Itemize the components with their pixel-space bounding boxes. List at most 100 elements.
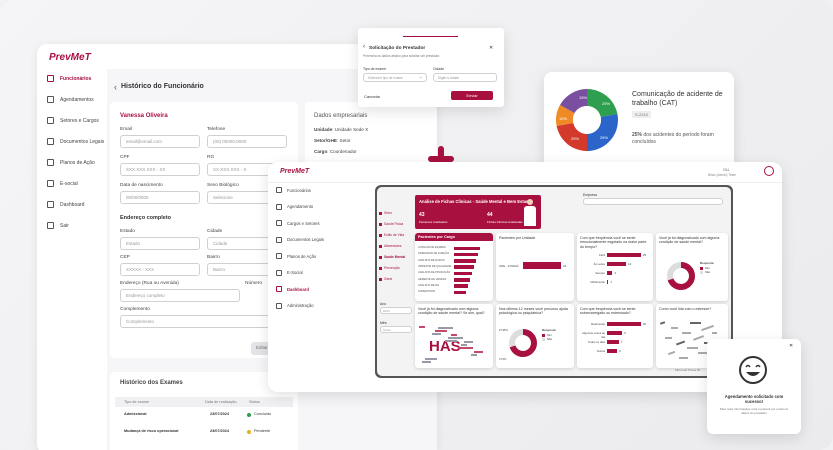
dash-sidebar-label: Dashboard: [287, 286, 309, 292]
modal-close-icon[interactable]: ✕: [489, 45, 494, 51]
dash-sidebar-item-3[interactable]: Documentos Legais: [276, 236, 324, 243]
dash-sidebar-item-1[interactable]: Agendamento: [276, 203, 313, 210]
modal-city-field[interactable]: Digite a cidade: [433, 73, 497, 82]
word-cloud-word: [461, 344, 467, 346]
dash-sidebar-icon: [276, 286, 282, 292]
city-label: Cidade: [207, 229, 223, 234]
exam-date: 23/07/2024: [210, 412, 230, 416]
sidebar-item-2[interactable]: Setores e Cargos: [47, 117, 105, 124]
back-arrow-icon[interactable]: ‹: [114, 82, 117, 92]
dash-sidebar-item-5[interactable]: E-Social: [276, 269, 303, 276]
cpf-label: CPF: [120, 155, 130, 160]
sidebar-item-5[interactable]: E-social: [47, 180, 105, 187]
modal-city-label: Cidade: [433, 67, 445, 71]
donut-segment-purple: [560, 89, 587, 113]
toast-close-icon[interactable]: ✕: [789, 343, 794, 349]
sidebar-item-3[interactable]: Documentos Legais: [47, 138, 105, 145]
street-field[interactable]: Endereço completo: [120, 289, 240, 302]
word-cloud-word: [712, 332, 717, 334]
dashboard-card-0: Pacientes por Cargo AUXILIAR DE EXAMES OPE…: [415, 233, 493, 301]
banner-title: Análise de Fichas Clínicas - Saúde Menta…: [419, 199, 528, 204]
sidebar-item-label: Funcionários: [60, 75, 92, 82]
modal-back-icon[interactable]: ‹: [363, 44, 365, 50]
dash-sidebar-label: E-Social: [287, 270, 303, 275]
sidebar-item-7[interactable]: Sair: [47, 222, 105, 229]
provider-request-modal: ‹ Solicitação do Prestador ✕ Preencha os…: [358, 28, 504, 107]
month-label: Mês: [380, 321, 387, 325]
inner-nav-label: Saúde Física: [384, 222, 404, 226]
row-value: 14: [628, 262, 632, 266]
exam-type-select[interactable]: Selecione tipo de exame: [363, 73, 427, 82]
user-subtitle: Brian (Admin) Teste: [708, 173, 736, 177]
dashboard-card-5: Nos últimos 12 meses você procurou ajuda…: [496, 304, 574, 368]
cpf-field[interactable]: XXX.XXX.XXX - XX: [120, 163, 200, 176]
donut-pct-b: 72.5%: [499, 358, 507, 361]
row-label: Fácil: [599, 253, 605, 257]
complement-field[interactable]: Complemento: [120, 315, 285, 328]
row-bar: [607, 331, 623, 335]
exam-type-label: Tipo de exame: [363, 67, 387, 71]
modal-submit-button[interactable]: Enviar: [451, 91, 493, 100]
month-select[interactable]: Todos: [380, 326, 412, 333]
sidebar-item-6[interactable]: Dashboard: [47, 201, 105, 208]
legend-yes-label: Sim: [705, 266, 710, 270]
inner-nav-label: Estilo de Vida: [384, 233, 405, 237]
inner-nav-icon: [379, 211, 382, 215]
modal-cancel-button[interactable]: Cancelar: [364, 94, 381, 99]
word-cloud-word: [451, 334, 457, 336]
company-select[interactable]: [583, 198, 723, 205]
row-bar: [607, 322, 641, 326]
legend-no-swatch: [700, 270, 703, 274]
inner-nav-item-0[interactable]: Setor: [379, 211, 392, 215]
avatar[interactable]: [764, 166, 774, 176]
donut-label-4: 10%: [559, 116, 567, 121]
dash-sidebar-item-7[interactable]: Administração: [276, 302, 314, 309]
legend-yes-swatch: [542, 333, 545, 337]
business-value: Setor: [339, 138, 351, 143]
cep-field[interactable]: XXXXX - XXX: [120, 263, 200, 276]
sidebar-item-4[interactable]: Planos de Ação: [47, 159, 105, 166]
row-value: 7: [620, 340, 623, 344]
year-select[interactable]: 2024: [380, 307, 412, 314]
sidebar-item-1[interactable]: Agendamentos: [47, 96, 105, 103]
city-field[interactable]: Cidade: [207, 237, 287, 250]
cargo-row: SUPERVISOR: [418, 290, 488, 295]
dash-sidebar-item-6[interactable]: Dashboard: [276, 286, 309, 292]
exams-header-status: Status: [249, 400, 260, 404]
cargo-bar: [454, 252, 478, 257]
legend-title: Resposta: [700, 261, 714, 265]
dash-sidebar-item-0[interactable]: Funcionários: [276, 187, 311, 193]
state-field[interactable]: Estado: [120, 237, 200, 250]
inner-nav-item-4[interactable]: Saúde Mental: [379, 255, 405, 259]
legend-yes-label: Sim: [547, 333, 552, 337]
word-cloud-word: [682, 332, 691, 334]
inner-nav-label: Prevenção: [384, 266, 400, 270]
modal-top-bar: [403, 36, 458, 37]
inner-nav-item-1[interactable]: Saúde Física: [379, 222, 403, 226]
rg-field[interactable]: XX.XXX.XXX - X: [207, 163, 287, 176]
district-field[interactable]: Bairro: [207, 263, 287, 276]
email-field[interactable]: email@email.com: [120, 135, 200, 148]
year-label: Ano: [380, 302, 387, 306]
word-cloud-word: [445, 340, 457, 342]
sidebar-item-0[interactable]: Funcionários: [47, 75, 105, 82]
smiley-mouth: [746, 372, 760, 376]
powerbi-footer: Microsoft Power BI: [675, 368, 701, 372]
inner-nav-item-3[interactable]: Alimentares: [379, 244, 401, 248]
inner-nav-item-5[interactable]: Prevenção: [379, 266, 400, 270]
row-label: Sempre: [595, 271, 605, 275]
row-bar: [607, 271, 613, 275]
dash-sidebar-item-4[interactable]: Planos de Ação: [276, 253, 316, 259]
sidebar-item-label: Dashboard: [60, 201, 85, 208]
dash-sidebar-item-2[interactable]: Cargos e Setores: [276, 220, 320, 226]
dash-sidebar-icon: [276, 253, 282, 259]
cargo-bar: [454, 259, 476, 263]
row-bar: [607, 349, 618, 353]
inner-nav-item-2[interactable]: Estilo de Vida: [379, 233, 404, 237]
document-icon: [47, 138, 54, 145]
phone-field[interactable]: (00) 00000-0000: [207, 135, 287, 148]
row-bar: [607, 340, 619, 344]
birth-field[interactable]: 00/00/0000: [120, 191, 200, 204]
word-cloud-word: [419, 326, 425, 328]
inner-nav-item-6[interactable]: Geral: [379, 277, 392, 281]
